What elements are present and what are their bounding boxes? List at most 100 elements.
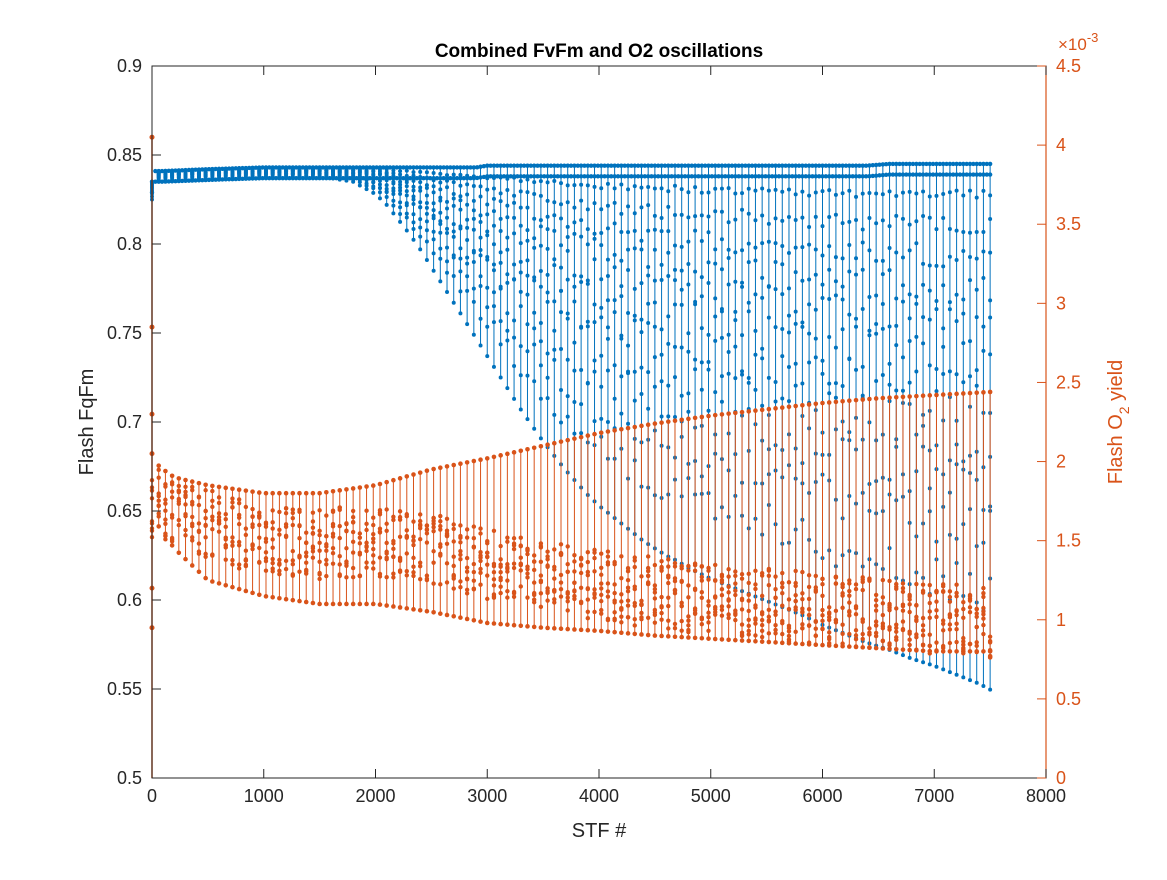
o2-yield-point [927,651,932,656]
fqfm-point [619,182,624,187]
fqfm-point [347,175,352,181]
o2-yield-point [800,625,805,631]
o2-yield-point [947,622,953,627]
fqfm-point [961,161,966,167]
fqfm-point [498,342,503,347]
fqfm-point [773,260,778,265]
o2-yield-point [404,551,409,556]
fqfm-point [646,203,651,208]
o2-yield-stem [471,458,477,623]
o2-yield-point [337,488,343,493]
o2-yield-point [236,521,242,527]
fqfm-point [525,322,530,327]
o2-yield-point [961,645,966,651]
fqfm-point [880,192,885,197]
fqfm-point [900,161,906,167]
fqfm-point [961,297,966,302]
fqfm-point [749,163,755,168]
o2-yield-point [578,585,584,590]
fqfm-point [304,165,309,170]
fqfm-point [508,174,513,179]
o2-yield-point [954,391,959,397]
fqfm-point [572,163,577,168]
fqfm-stem [411,165,416,242]
o2-yield-point [860,645,866,650]
o2-yield-point [780,591,785,596]
o2-yield-point [592,609,597,615]
o2-yield-point [820,642,825,648]
y-left-tick-label: 0.8 [117,234,142,254]
fqfm-point [833,293,838,298]
fqfm-point [941,264,946,269]
o2-yield-point [706,636,711,641]
fqfm-point [478,213,483,218]
fqfm-point [773,325,778,330]
fqfm-point [659,186,664,191]
fqfm-point [565,200,570,205]
fqfm-point [776,174,782,179]
o2-yield-point [531,559,537,564]
fqfm-point [421,175,426,181]
o2-yield-point [431,524,436,530]
fqfm-point [961,380,966,385]
fqfm-point [947,300,952,305]
fqfm-point [599,163,604,168]
o2-yield-point [518,535,523,540]
fqfm-point [968,230,973,235]
o2-yield-point [558,439,564,444]
fqfm-point [404,189,409,194]
o2-yield-point [371,515,376,520]
o2-yield-point [263,556,269,561]
o2-yield-point [243,548,249,553]
o2-yield-point [370,601,376,607]
o2-yield-point [498,564,503,569]
fqfm-point [954,161,959,167]
fqfm-point [927,194,932,199]
fqfm-point [424,183,429,188]
o2-yield-point [310,490,316,496]
fqfm-point [713,261,718,266]
fqfm-point [783,174,788,179]
o2-yield-point [250,546,255,552]
fqfm-point [562,163,567,168]
o2-yield-point [887,603,892,608]
fqfm-point [833,279,838,284]
o2-yield-point [786,633,792,639]
o2-yield-point [780,580,785,586]
o2-yield-point [498,570,503,575]
fqfm-point [340,165,346,170]
o2-yield-stem [370,483,376,607]
o2-yield-point [954,612,959,618]
o2-yield-stem [625,425,631,636]
fqfm-point [226,177,232,182]
fqfm-point [485,233,490,238]
o2-yield-point [746,580,751,586]
fqfm-point [330,175,336,181]
o2-yield-point [793,629,798,635]
fqfm-point [525,238,530,243]
o2-yield-point [330,550,336,556]
fqfm-point [954,372,959,377]
o2-yield-point [652,633,658,638]
o2-yield-point [961,615,966,620]
o2-yield-point [853,612,859,617]
o2-yield-point [880,646,886,651]
fqfm-point [726,255,731,260]
o2-yield-point [786,629,792,634]
fqfm-point [807,225,812,230]
fqfm-point [793,321,798,326]
fqfm-point [934,664,939,669]
fqfm-point [874,379,879,384]
o2-yield-point [431,560,436,565]
fqfm-point [854,367,859,372]
fqfm-point [579,198,584,203]
fqfm-point [666,341,671,346]
fqfm-point [860,227,865,232]
o2-yield-point [310,600,316,606]
o2-yield-point [873,603,879,608]
fqfm-point [565,234,570,239]
fqfm-point [287,175,292,181]
o2-yield-point [451,586,456,591]
fqfm-point [974,368,979,373]
fqfm-point [716,163,721,168]
